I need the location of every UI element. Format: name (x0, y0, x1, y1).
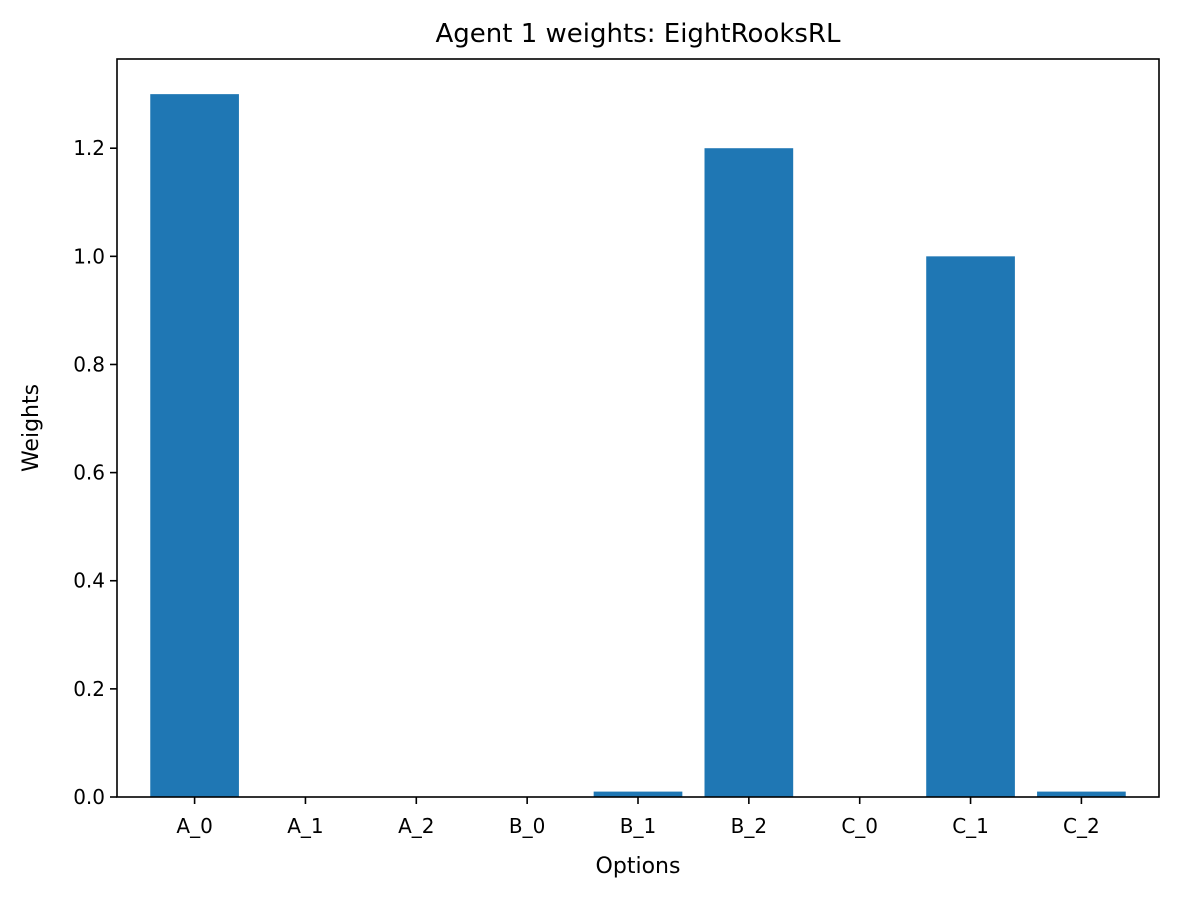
y-tick-label: 0.8 (73, 352, 105, 376)
bar-B_2 (704, 148, 794, 797)
x-tick-label: C_1 (952, 814, 989, 838)
x-tick-label: C_0 (841, 814, 878, 838)
bar-C_1 (926, 256, 1015, 797)
x-tick-label: A_2 (398, 814, 434, 838)
x-tick-label: B_2 (731, 814, 767, 838)
y-tick-label: 0.0 (73, 785, 105, 809)
y-axis-label: Weights (19, 384, 44, 472)
y-tick-label: 0.2 (73, 677, 105, 701)
bar-C_2 (1037, 791, 1126, 797)
plot-frame (116, 58, 1160, 798)
chart-title: Agent 1 weights: EightRooksRL (436, 19, 841, 49)
bars-group (150, 94, 1126, 797)
y-tick-label: 1.2 (73, 136, 105, 160)
bar-B_1 (593, 791, 683, 797)
y-tick-label: 1.0 (73, 244, 105, 268)
bar-A_0 (150, 94, 239, 797)
x-tick-label: B_1 (620, 814, 656, 838)
x-axis-label: Options (596, 854, 681, 879)
x-tick-label: A_0 (176, 814, 212, 838)
x-tick-label: C_2 (1063, 814, 1100, 838)
x-tick-label: B_0 (509, 814, 545, 838)
y-axis-ticks: 0.0 0.2 0.4 0.6 0.8 1.0 1.2 (73, 136, 117, 809)
y-tick-label: 0.6 (73, 461, 105, 485)
y-tick-label: 0.4 (73, 569, 105, 593)
x-axis-ticks: A_0 A_1 A_2 B_0 B_1 B_2 C_0 C_1 C_2 (176, 797, 1100, 838)
x-tick-label: A_1 (287, 814, 323, 838)
